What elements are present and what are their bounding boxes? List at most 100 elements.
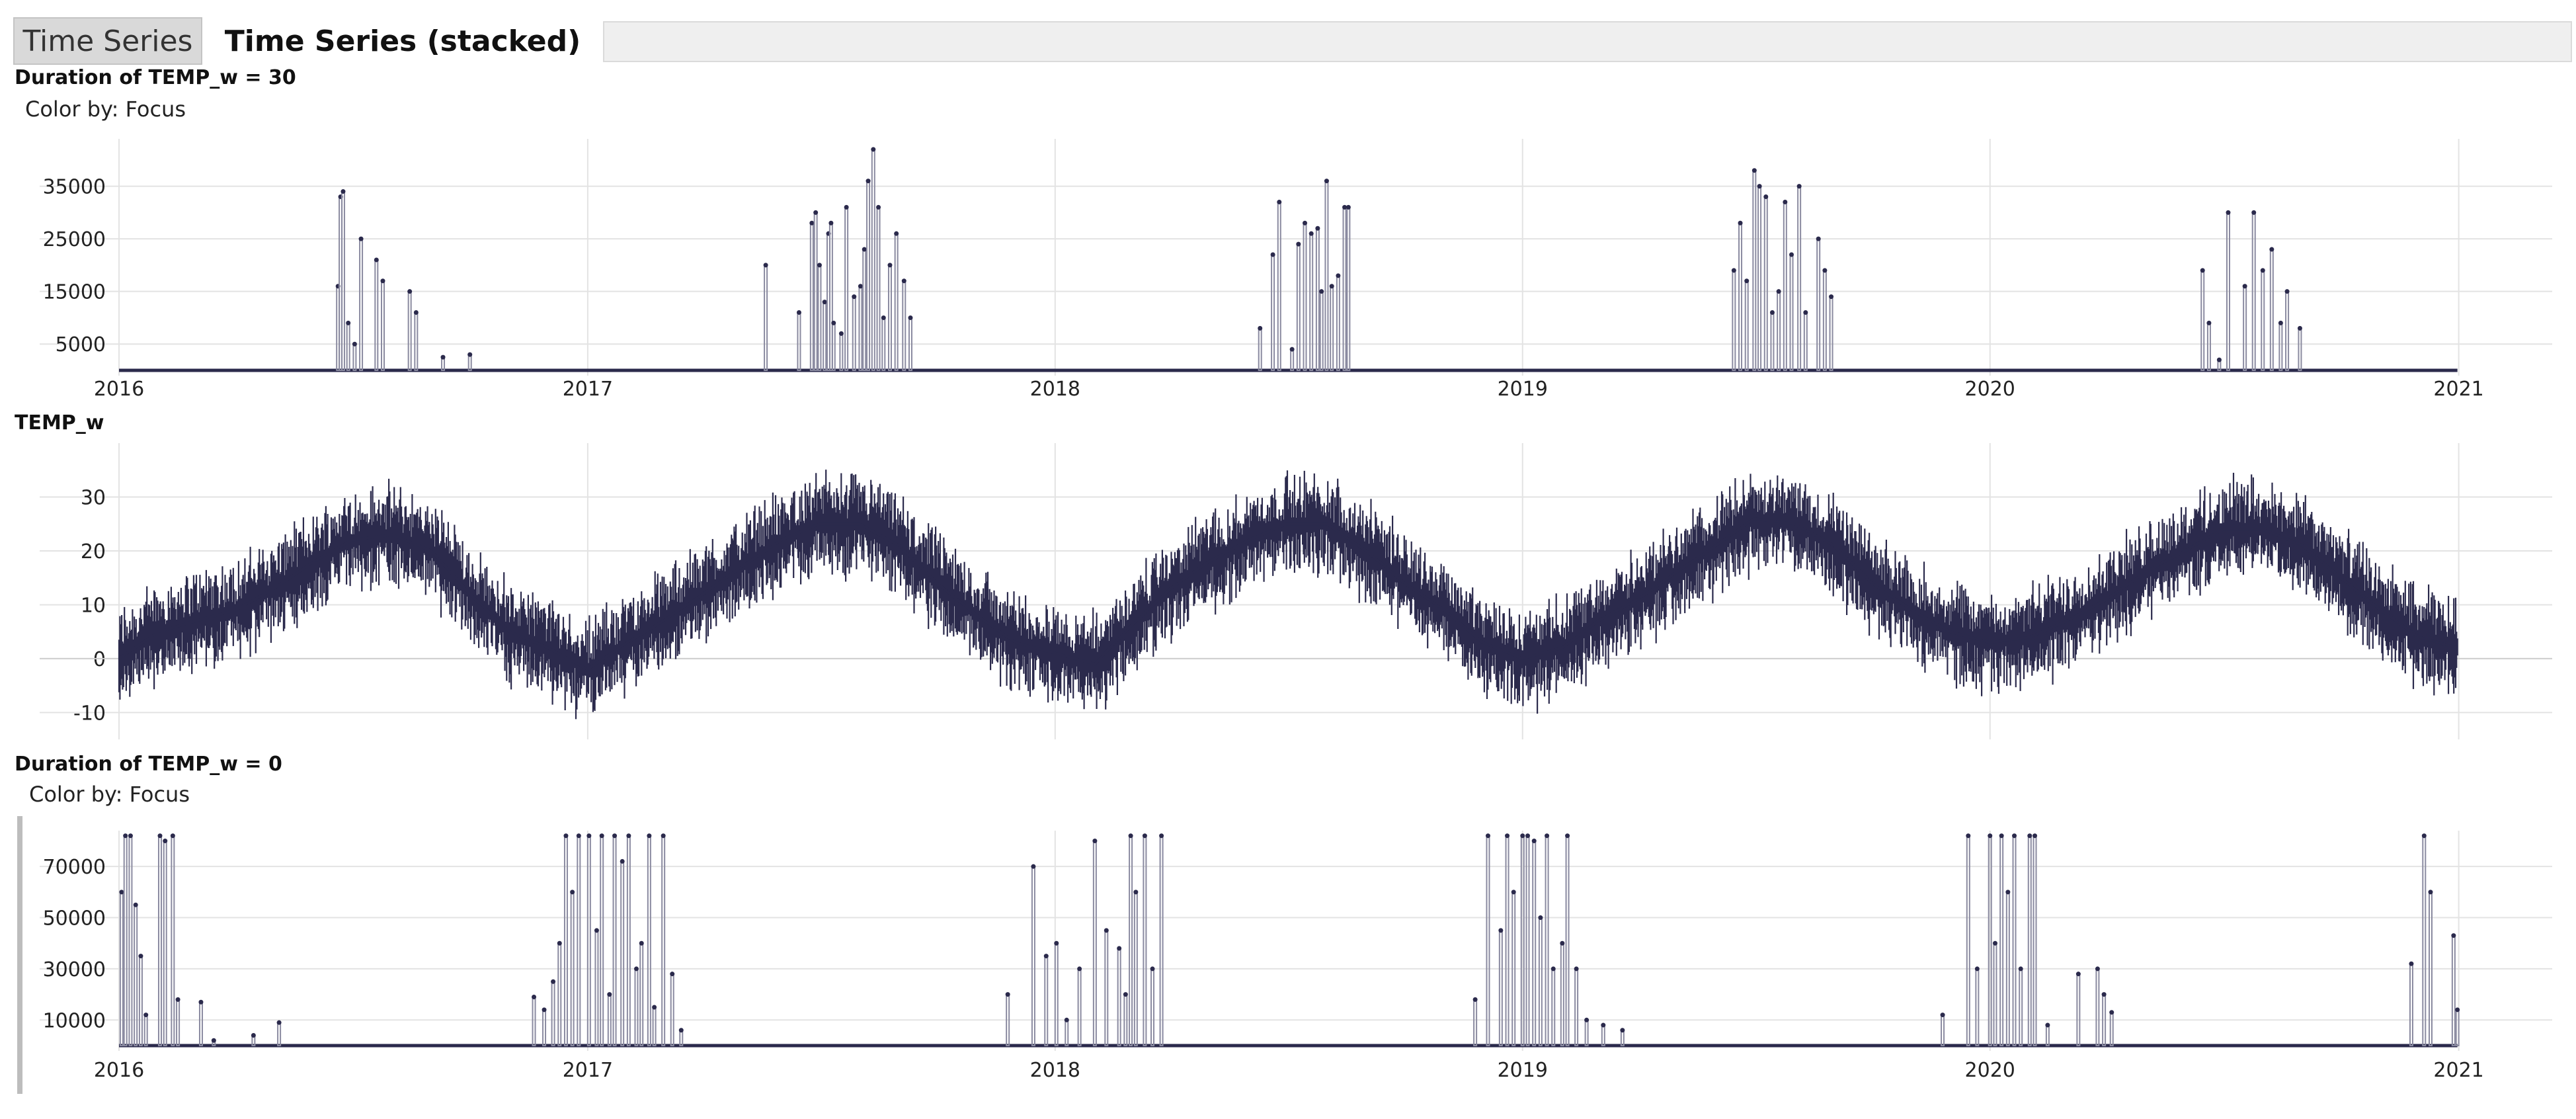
duration-point xyxy=(1731,268,1736,273)
duration-bar xyxy=(1757,185,1762,371)
duration-point xyxy=(1077,966,1082,972)
duration-point xyxy=(1769,310,1775,315)
duration-bar xyxy=(639,942,644,1046)
duration-bar xyxy=(1732,269,1736,371)
duration-point xyxy=(1789,252,1794,257)
duration-point xyxy=(2216,357,2222,362)
duration-point xyxy=(1584,1017,1590,1022)
duration-point xyxy=(1520,833,1525,839)
duration-bar xyxy=(1324,180,1329,372)
duration-point xyxy=(170,833,175,839)
duration-bar xyxy=(1565,835,1570,1046)
duration-point xyxy=(374,257,379,263)
duration-point xyxy=(865,179,871,184)
temperature-series-line xyxy=(118,517,2458,671)
duration-point xyxy=(380,278,385,284)
duration-point xyxy=(1757,184,1762,189)
duration-point xyxy=(901,278,906,284)
duration-point xyxy=(817,263,822,268)
duration-point xyxy=(163,838,168,843)
duration-point xyxy=(2297,325,2302,331)
duration-point xyxy=(1289,347,1295,352)
panel-3-scroll-handle[interactable] xyxy=(17,816,22,1094)
duration-bar xyxy=(1993,942,1997,1046)
duration-bar xyxy=(1538,917,1543,1046)
panel-1-title: Duration of TEMP_w = 30 xyxy=(15,66,296,89)
duration-bar xyxy=(862,249,867,371)
duration-point xyxy=(828,220,834,226)
duration-point xyxy=(2018,966,2023,972)
duration-bar xyxy=(2012,835,2017,1046)
panel-3-color-by[interactable]: Color by: Focus xyxy=(29,782,190,807)
duration-bar xyxy=(414,311,419,371)
duration-bar xyxy=(577,835,581,1046)
duration-bar xyxy=(1346,206,1351,371)
duration-bar xyxy=(652,1006,657,1047)
duration-point xyxy=(570,890,575,895)
duration-bar xyxy=(1104,929,1109,1046)
duration-point xyxy=(2045,1022,2050,1028)
y-tick-label: 10000 xyxy=(43,1009,106,1032)
x-tick-label: 2019 xyxy=(1498,378,1548,401)
duration-point xyxy=(1574,966,1579,972)
duration-bar xyxy=(626,835,631,1046)
duration-bar xyxy=(600,835,604,1046)
panel-3-title: Duration of TEMP_w = 0 xyxy=(15,753,282,776)
duration-point xyxy=(1303,220,1308,226)
duration-bar xyxy=(407,290,412,372)
duration-bar xyxy=(2298,327,2302,372)
duration-point xyxy=(1277,199,1282,204)
duration-bar xyxy=(1525,835,1530,1046)
duration-point xyxy=(1043,954,1049,959)
duration-bar xyxy=(352,343,357,371)
duration-bar xyxy=(2422,835,2427,1046)
duration-bar xyxy=(2206,322,2211,371)
duration-point xyxy=(1308,231,1314,236)
duration-bar xyxy=(866,180,871,372)
duration-bar xyxy=(1065,1019,1069,1046)
duration-bar xyxy=(1498,929,1503,1046)
duration-bar xyxy=(1258,327,1262,372)
duration-point xyxy=(633,966,639,972)
duration-point xyxy=(620,858,625,864)
duration-point xyxy=(1545,833,1550,839)
duration-point xyxy=(1531,838,1537,843)
duration-point xyxy=(2033,833,2038,839)
duration-bar xyxy=(1777,290,1781,372)
duration-point xyxy=(2101,992,2107,997)
duration-bar xyxy=(1816,238,1821,371)
y-tick-label: 70000 xyxy=(43,856,106,879)
tab-bar: Time Series Time Series (stacked) xyxy=(13,17,2572,65)
y-tick-label: 0 xyxy=(93,648,106,671)
duration-point xyxy=(1342,204,1348,210)
y-tick-label: 25000 xyxy=(43,228,106,251)
tab-time-series[interactable]: Time Series xyxy=(13,17,202,65)
y-tick-label: 30000 xyxy=(43,958,106,981)
duration-0-chart[interactable]: 2016 2017 2018 2019 2020 2021 10000 30000 50000 7… xyxy=(0,817,2576,1102)
duration-30-chart[interactable]: 2016 2017 2018 2019 2020 2021 5000 15000 25000 35… xyxy=(0,132,2576,410)
duration-bar xyxy=(797,311,801,371)
duration-bar xyxy=(277,1022,282,1046)
duration-bar xyxy=(1545,835,1549,1046)
x-tick-label: 2016 xyxy=(94,378,144,401)
y-tick-label: 5000 xyxy=(56,333,106,356)
duration-point xyxy=(1336,273,1341,278)
duration-bar xyxy=(2076,973,2081,1047)
duration-point xyxy=(1601,1022,1606,1028)
x-tick-label: 2017 xyxy=(563,378,613,401)
duration-bar xyxy=(1277,201,1281,371)
duration-point xyxy=(1319,289,1324,294)
x-tick-label: 2018 xyxy=(1030,1059,1080,1082)
temp-w-chart[interactable]: -10 0 10 20 30 xyxy=(0,436,2576,747)
panel-1-color-by[interactable]: Color by: Focus xyxy=(25,97,186,122)
duration-bar xyxy=(198,1001,203,1047)
duration-point xyxy=(1940,1013,1945,1018)
duration-point xyxy=(678,1028,684,1033)
duration-bar xyxy=(1336,274,1340,371)
duration-point xyxy=(586,833,592,839)
tab-time-series-stacked[interactable]: Time Series (stacked) xyxy=(202,17,603,65)
duration-bar xyxy=(2027,835,2032,1046)
duration-point xyxy=(1150,966,1155,972)
duration-bar xyxy=(852,296,856,372)
duration-bar xyxy=(163,840,167,1046)
